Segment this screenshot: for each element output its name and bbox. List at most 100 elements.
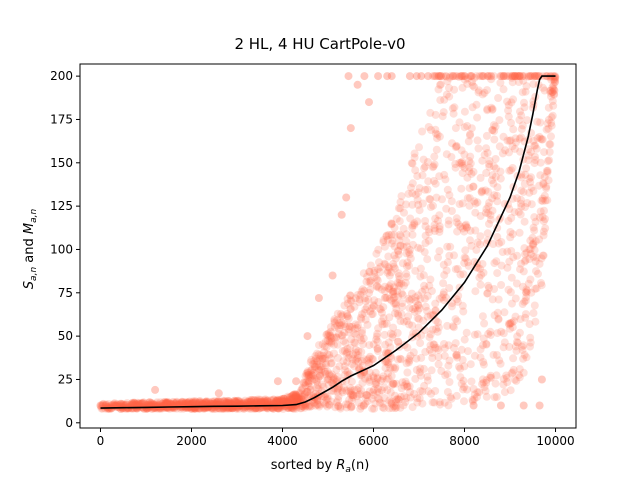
scatter-point xyxy=(322,343,331,351)
scatter-point xyxy=(377,317,386,326)
scatter-point xyxy=(371,399,380,408)
scatter-point xyxy=(512,346,521,355)
scatter-point xyxy=(221,396,229,405)
scatter-point xyxy=(223,396,232,405)
scatter-point xyxy=(526,338,535,347)
scatter-point xyxy=(518,342,526,351)
scatter-point xyxy=(383,358,392,367)
scatter-point xyxy=(371,380,380,389)
scatter-point xyxy=(478,375,487,384)
scatter-point xyxy=(506,136,515,145)
scatter-point xyxy=(470,330,479,339)
scatter-point xyxy=(496,167,505,176)
scatter-point xyxy=(200,398,209,407)
scatter-point xyxy=(272,397,281,406)
scatter-point xyxy=(402,380,411,389)
scatter-point xyxy=(505,342,514,351)
scatter-point xyxy=(408,200,417,209)
scatter-point xyxy=(541,196,550,205)
scatter-point xyxy=(354,351,362,360)
scatter-point xyxy=(138,399,147,408)
scatter-point xyxy=(514,72,522,81)
scatter-point xyxy=(357,371,366,380)
scatter-point xyxy=(549,101,558,110)
scatter-point xyxy=(449,323,458,332)
scatter-point xyxy=(505,320,514,329)
scatter-point xyxy=(411,329,420,338)
scatter-point xyxy=(166,400,175,409)
scatter-point xyxy=(352,355,361,364)
scatter-point xyxy=(516,199,525,208)
scatter-point xyxy=(466,72,475,81)
scatter-point xyxy=(490,285,499,293)
scatter-point xyxy=(233,399,242,408)
scatter-point xyxy=(549,84,558,93)
scatter-point xyxy=(466,130,475,139)
scatter-point xyxy=(287,395,296,404)
scatter-point xyxy=(284,397,292,406)
scatter-point xyxy=(333,309,342,318)
scatter-point xyxy=(452,142,461,151)
scatter-point xyxy=(311,354,320,363)
scatter-point xyxy=(414,301,423,310)
scatter-point xyxy=(390,283,398,292)
scatter-point xyxy=(403,343,412,352)
scatter-point xyxy=(416,339,425,348)
scatter-point xyxy=(524,279,533,288)
scatter-point xyxy=(119,400,128,409)
scatter-point xyxy=(360,308,369,317)
scatter-point xyxy=(359,401,368,410)
scatter-point-outlier xyxy=(214,389,223,398)
scatter-point xyxy=(355,390,364,399)
scatter-point xyxy=(463,173,472,182)
scatter-point xyxy=(255,404,263,413)
scatter-point xyxy=(457,379,466,388)
scatter-point xyxy=(277,395,286,404)
scatter-point xyxy=(330,340,338,349)
scatter-point xyxy=(442,72,451,81)
scatter-point xyxy=(485,162,494,171)
scatter-point xyxy=(550,76,559,85)
scatter-point xyxy=(511,294,520,303)
scatter-point xyxy=(414,188,423,197)
scatter-point xyxy=(499,375,508,383)
scatter-point xyxy=(195,398,204,407)
scatter-point xyxy=(455,158,464,167)
scatter-point xyxy=(480,88,489,97)
scatter-point xyxy=(409,240,418,249)
scatter-point xyxy=(482,340,491,349)
scatter-point xyxy=(510,72,519,81)
scatter-point xyxy=(433,134,441,143)
scatter-point xyxy=(188,401,196,410)
scatter-point xyxy=(229,403,238,412)
scatter-point xyxy=(462,328,471,337)
scatter-point xyxy=(325,401,334,410)
scatter-point xyxy=(113,402,122,411)
scatter-point xyxy=(518,72,527,81)
scatter-point xyxy=(293,395,301,404)
scatter-point xyxy=(365,341,374,350)
scatter-point xyxy=(352,348,360,357)
scatter-point xyxy=(434,353,443,361)
scatter-point xyxy=(513,194,522,203)
scatter-point xyxy=(216,399,225,408)
scatter-point xyxy=(482,339,491,348)
scatter-point xyxy=(511,342,520,351)
scatter-point xyxy=(394,337,403,346)
scatter-point xyxy=(485,283,493,292)
scatter-point xyxy=(305,377,313,386)
scatter-point xyxy=(435,72,444,81)
scatter-point xyxy=(537,254,546,263)
scatter-point xyxy=(256,398,265,407)
scatter-point xyxy=(453,264,462,273)
scatter-point xyxy=(516,107,524,116)
scatter-point xyxy=(98,400,107,409)
scatter-point xyxy=(223,403,232,412)
scatter-point xyxy=(521,310,530,319)
scatter-point xyxy=(305,382,314,391)
scatter-point xyxy=(512,138,520,147)
scatter-point xyxy=(279,395,288,403)
scatter-point xyxy=(476,212,485,220)
scatter-point xyxy=(314,365,323,374)
scatter-point xyxy=(299,378,308,387)
